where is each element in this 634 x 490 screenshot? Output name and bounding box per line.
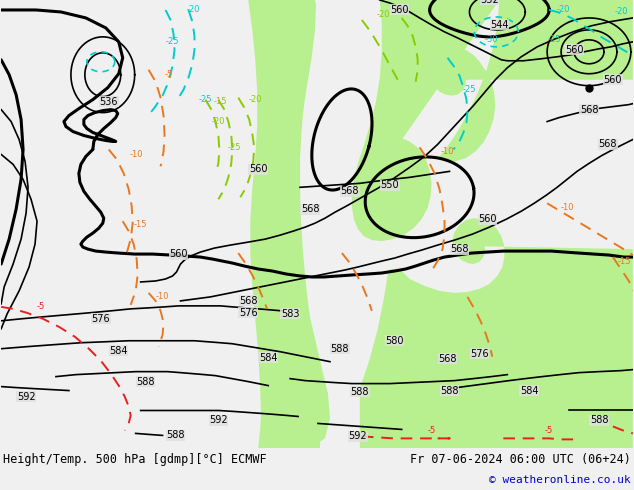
Text: 583: 583 xyxy=(281,309,299,319)
Text: -15: -15 xyxy=(134,220,147,229)
Text: 588: 588 xyxy=(331,343,349,354)
Text: -20: -20 xyxy=(557,5,570,15)
Polygon shape xyxy=(249,0,320,448)
Text: -10: -10 xyxy=(441,147,455,156)
Text: 588: 588 xyxy=(136,377,155,387)
Text: -10: -10 xyxy=(130,150,143,159)
Text: 560: 560 xyxy=(249,164,268,174)
Text: -25: -25 xyxy=(463,85,476,94)
Text: 544: 544 xyxy=(490,20,508,30)
Text: -30: -30 xyxy=(484,35,498,45)
Text: 568: 568 xyxy=(239,296,257,306)
Text: 568: 568 xyxy=(301,204,320,214)
Text: -5: -5 xyxy=(37,302,45,311)
Text: 580: 580 xyxy=(385,336,404,346)
Text: -20: -20 xyxy=(377,10,391,20)
Text: -20: -20 xyxy=(249,95,262,104)
Text: -20: -20 xyxy=(212,117,225,126)
Text: 568: 568 xyxy=(438,354,456,364)
Text: 552: 552 xyxy=(480,0,499,5)
Text: -10: -10 xyxy=(560,203,574,212)
Text: 576: 576 xyxy=(470,349,489,359)
Text: -5: -5 xyxy=(427,426,436,435)
Text: 588: 588 xyxy=(590,416,608,425)
Text: 592: 592 xyxy=(16,392,36,401)
Text: Fr 07-06-2024 06:00 UTC (06+24): Fr 07-06-2024 06:00 UTC (06+24) xyxy=(410,453,631,466)
Text: 592: 592 xyxy=(209,416,228,425)
Text: -25: -25 xyxy=(198,95,212,104)
Text: 588: 588 xyxy=(351,387,369,396)
Polygon shape xyxy=(252,0,330,448)
Text: -5: -5 xyxy=(545,426,553,435)
Text: 588: 588 xyxy=(166,430,184,441)
Text: © weatheronline.co.uk: © weatheronline.co.uk xyxy=(489,475,631,485)
Text: 550: 550 xyxy=(380,180,399,190)
Polygon shape xyxy=(360,218,633,448)
Text: 560: 560 xyxy=(604,74,622,85)
Text: -25: -25 xyxy=(165,37,179,47)
Text: -15: -15 xyxy=(617,257,631,266)
Text: 560: 560 xyxy=(565,45,583,55)
Text: 568: 568 xyxy=(598,140,617,149)
Text: Height/Temp. 500 hPa [gdmp][°C] ECMWF: Height/Temp. 500 hPa [gdmp][°C] ECMWF xyxy=(3,453,267,466)
Text: -25: -25 xyxy=(547,35,561,45)
Text: 584: 584 xyxy=(110,346,128,356)
Text: 588: 588 xyxy=(440,386,459,395)
Text: -20: -20 xyxy=(186,5,200,15)
Text: 568: 568 xyxy=(340,186,359,196)
Text: 576: 576 xyxy=(91,314,110,324)
Text: 568: 568 xyxy=(579,104,598,115)
Text: -20: -20 xyxy=(614,7,628,17)
Polygon shape xyxy=(430,0,633,161)
Text: 568: 568 xyxy=(450,244,469,254)
Polygon shape xyxy=(352,0,500,241)
Text: -5: -5 xyxy=(164,70,172,79)
Text: -10: -10 xyxy=(156,293,169,301)
Text: -15: -15 xyxy=(214,97,227,106)
Text: 560: 560 xyxy=(478,214,496,224)
Text: 584: 584 xyxy=(520,386,538,395)
Text: 560: 560 xyxy=(391,5,409,15)
Text: 560: 560 xyxy=(169,249,188,259)
Text: 592: 592 xyxy=(349,431,367,441)
Text: 536: 536 xyxy=(100,97,118,107)
Text: -25: -25 xyxy=(228,143,241,152)
Text: 576: 576 xyxy=(239,308,257,318)
Text: 584: 584 xyxy=(259,353,278,363)
